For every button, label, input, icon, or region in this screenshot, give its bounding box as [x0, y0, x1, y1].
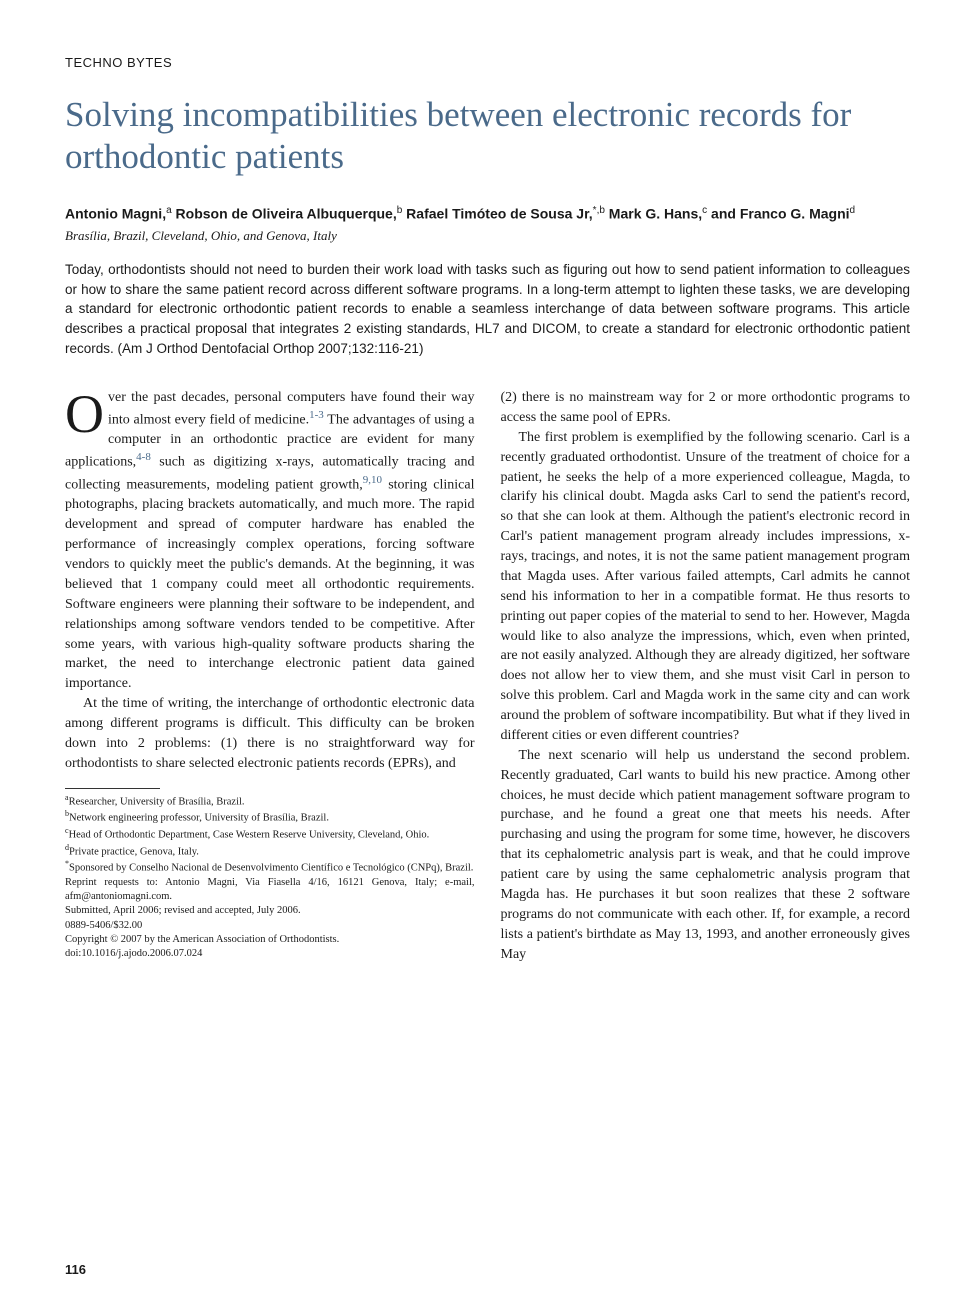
- body-paragraph-4: The first problem is exemplified by the …: [501, 428, 911, 746]
- footnotes-block: aResearcher, University of Brasília, Bra…: [65, 793, 475, 961]
- section-label: TECHNO BYTES: [65, 55, 910, 70]
- body-paragraph-1: Over the past decades, personal computer…: [65, 388, 475, 694]
- column-right: (2) there is no mainstream way for 2 or …: [501, 388, 911, 964]
- citation-ref[interactable]: 1-3: [309, 409, 324, 421]
- footnote-submitted: Submitted, April 2006; revised and accep…: [65, 904, 475, 918]
- p1-text-d: storing clinical photographs, placing br…: [65, 478, 475, 692]
- footnote-a: aResearcher, University of Brasília, Bra…: [65, 793, 475, 810]
- citation-ref[interactable]: 9,10: [363, 474, 382, 486]
- article-title: Solving incompatibilities between electr…: [65, 94, 910, 178]
- footnote-rule: [65, 788, 160, 789]
- footnote-c: cHead of Orthodontic Department, Case We…: [65, 826, 475, 843]
- footnote-issn: 0889-5406/$32.00: [65, 919, 475, 933]
- page-number: 116: [65, 1262, 86, 1277]
- footnote-d: dPrivate practice, Genova, Italy.: [65, 843, 475, 860]
- footnote-sponsor: *Sponsored by Conselho Nacional de Desen…: [65, 859, 475, 876]
- footnote-copyright: Copyright © 2007 by the American Associa…: [65, 933, 475, 947]
- body-paragraph-2: At the time of writing, the interchange …: [65, 694, 475, 774]
- column-left: Over the past decades, personal computer…: [65, 388, 475, 964]
- abstract: Today, orthodontists should not need to …: [65, 260, 910, 358]
- citation-ref[interactable]: 4-8: [136, 451, 151, 463]
- footnote-b: bNetwork engineering professor, Universi…: [65, 809, 475, 826]
- body-columns: Over the past decades, personal computer…: [65, 388, 910, 964]
- dropcap: O: [65, 388, 108, 438]
- footnote-doi: doi:10.1016/j.ajodo.2006.07.024: [65, 947, 475, 961]
- body-paragraph-3: (2) there is no mainstream way for 2 or …: [501, 388, 911, 428]
- footnote-reprint: Reprint requests to: Antonio Magni, Via …: [65, 876, 475, 904]
- body-paragraph-5: The next scenario will help us understan…: [501, 746, 911, 965]
- authors-line: Antonio Magni,a Robson de Oliveira Albuq…: [65, 204, 910, 224]
- author-locations: Brasília, Brazil, Cleveland, Ohio, and G…: [65, 228, 910, 244]
